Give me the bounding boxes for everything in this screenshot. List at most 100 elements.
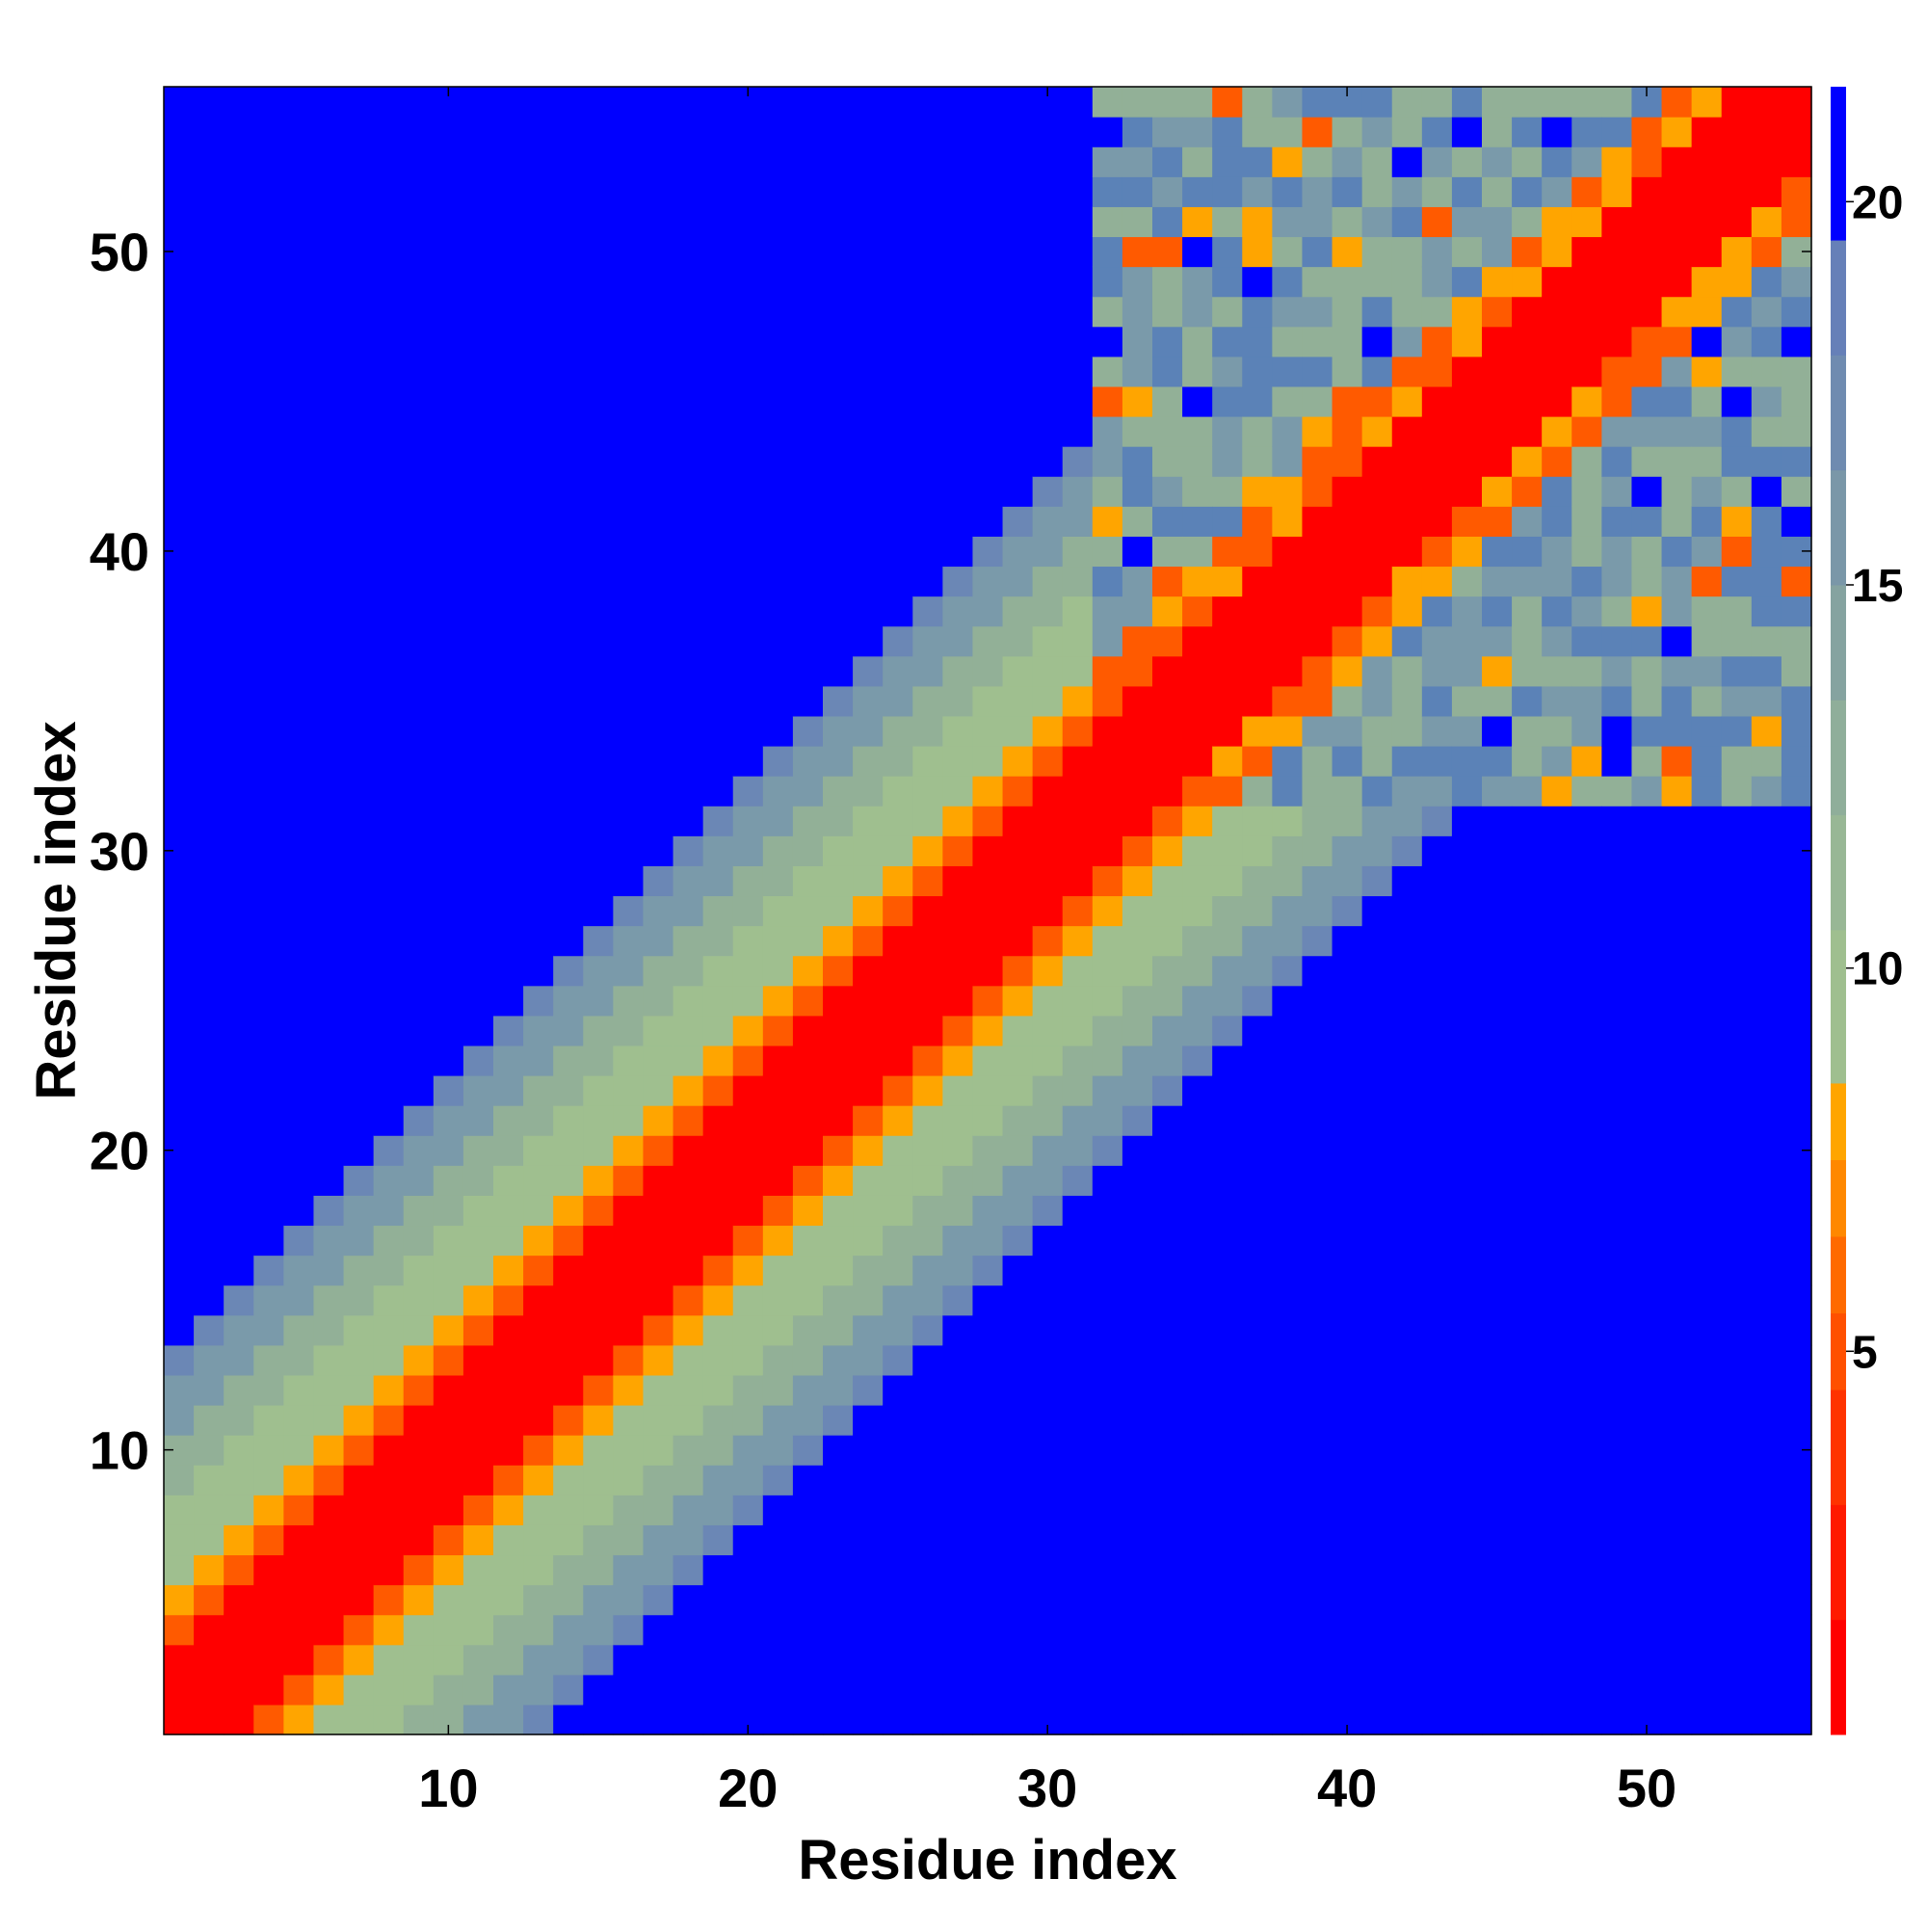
heatmap-cell: [942, 715, 974, 747]
heatmap-cell: [1661, 536, 1693, 568]
heatmap-cell: [972, 715, 1004, 747]
heatmap-cell: [1601, 206, 1633, 238]
heatmap-cell: [883, 776, 913, 807]
heatmap-cell: [1391, 356, 1423, 387]
heatmap-cell: [1152, 1075, 1183, 1106]
heatmap-cell: [792, 1644, 824, 1676]
heatmap-cell: [1721, 1644, 1753, 1676]
heatmap-cell: [792, 1674, 824, 1706]
heatmap-cell: [253, 985, 284, 1017]
heatmap-cell: [1212, 1225, 1243, 1257]
heatmap-cell: [1062, 806, 1094, 836]
heatmap-cell: [1122, 1314, 1153, 1346]
heatmap-cell: [1751, 536, 1782, 568]
heatmap-cell: [762, 1674, 794, 1706]
heatmap-cell: [194, 865, 224, 897]
heatmap-cell: [792, 1614, 824, 1646]
heatmap-cell: [1332, 835, 1363, 866]
heatmap-cell: [702, 746, 734, 777]
heatmap-cell: [1062, 1614, 1094, 1646]
heatmap-cell: [253, 1165, 284, 1196]
heatmap-cell: [1421, 1015, 1453, 1046]
heatmap-cell: [343, 146, 375, 177]
heatmap-cell: [702, 1674, 734, 1706]
colorbar-tick-label: 15: [1852, 561, 1903, 612]
heatmap-cell: [224, 536, 254, 568]
heatmap-cell: [1361, 1284, 1393, 1316]
heatmap-cell: [1002, 1195, 1034, 1227]
heatmap-cell: [1482, 506, 1513, 537]
heatmap-cell: [1751, 776, 1782, 807]
heatmap-cell: [493, 1105, 524, 1136]
heatmap-cell: [1032, 146, 1064, 177]
heatmap-cell: [1391, 1045, 1423, 1076]
heatmap-cell: [823, 1225, 854, 1257]
heatmap-cell: [1152, 925, 1183, 957]
heatmap-cell: [1002, 87, 1034, 118]
heatmap-cell: [1691, 385, 1723, 417]
heatmap-cell: [1391, 1165, 1423, 1196]
heatmap-cell: [1601, 266, 1633, 298]
heatmap-cell: [1691, 1015, 1723, 1046]
colorbar-tick-label: 5: [1852, 1327, 1878, 1378]
heatmap-cell: [1542, 506, 1572, 537]
heatmap-cell: [1272, 895, 1304, 927]
heatmap-cell: [1661, 446, 1693, 477]
heatmap-cell: [942, 835, 974, 866]
heatmap-cell: [883, 566, 913, 597]
heatmap-cell: [1062, 266, 1094, 298]
heatmap-cell: [224, 1135, 254, 1166]
heatmap-cell: [1571, 117, 1602, 147]
heatmap-cell: [912, 1554, 943, 1586]
heatmap-cell: [343, 1075, 375, 1106]
heatmap-cell: [1482, 1465, 1513, 1495]
heatmap-cell: [1571, 1495, 1602, 1525]
heatmap-cell: [1212, 356, 1243, 387]
heatmap-cell: [762, 476, 794, 507]
heatmap-cell: [1302, 1674, 1333, 1706]
heatmap-cell: [1242, 955, 1273, 987]
heatmap-cell: [373, 1105, 405, 1136]
heatmap-cell: [792, 385, 824, 417]
heatmap-cell: [462, 1105, 494, 1136]
heatmap-cell: [1302, 1255, 1333, 1286]
heatmap-cell: [283, 476, 315, 507]
heatmap-cell: [613, 715, 645, 747]
heatmap-cell: [1152, 1524, 1183, 1556]
heatmap-cell: [313, 1195, 345, 1227]
heatmap-cell: [1182, 1314, 1213, 1346]
heatmap-cell: [673, 1165, 704, 1196]
heatmap-cell: [462, 655, 494, 687]
heatmap-cell: [1631, 1314, 1663, 1346]
heatmap-cell: [1601, 476, 1633, 507]
heatmap-cell: [1302, 715, 1333, 747]
heatmap-cell: [1002, 806, 1034, 836]
heatmap-cell: [253, 1584, 284, 1616]
heatmap-cell: [462, 1495, 494, 1525]
heatmap-cell: [493, 236, 524, 268]
heatmap-cell: [1721, 206, 1753, 238]
heatmap-cell: [1512, 1225, 1543, 1257]
heatmap-cell: [762, 1584, 794, 1616]
heatmap-cell: [553, 685, 584, 717]
heatmap-cell: [1751, 506, 1782, 537]
heatmap-cell: [1002, 1704, 1034, 1735]
heatmap-cell: [1122, 1584, 1153, 1616]
heatmap-cell: [673, 746, 704, 777]
heatmap-cell: [942, 895, 974, 927]
heatmap-cell: [1691, 1435, 1723, 1466]
heatmap-cell: [253, 1614, 284, 1646]
heatmap-cell: [1661, 806, 1693, 836]
heatmap-cell: [1751, 595, 1782, 627]
heatmap-cell: [823, 87, 854, 118]
heatmap-cell: [194, 326, 224, 357]
heatmap-cell: [912, 385, 943, 417]
heatmap-cell: [1451, 1644, 1483, 1676]
heatmap-cell: [972, 506, 1004, 537]
heatmap-cell: [1361, 685, 1393, 717]
heatmap-cell: [912, 236, 943, 268]
heatmap-cell: [1272, 1614, 1304, 1646]
heatmap-cell: [462, 385, 494, 417]
heatmap-cell: [1152, 895, 1183, 927]
heatmap-cell: [1092, 955, 1123, 987]
